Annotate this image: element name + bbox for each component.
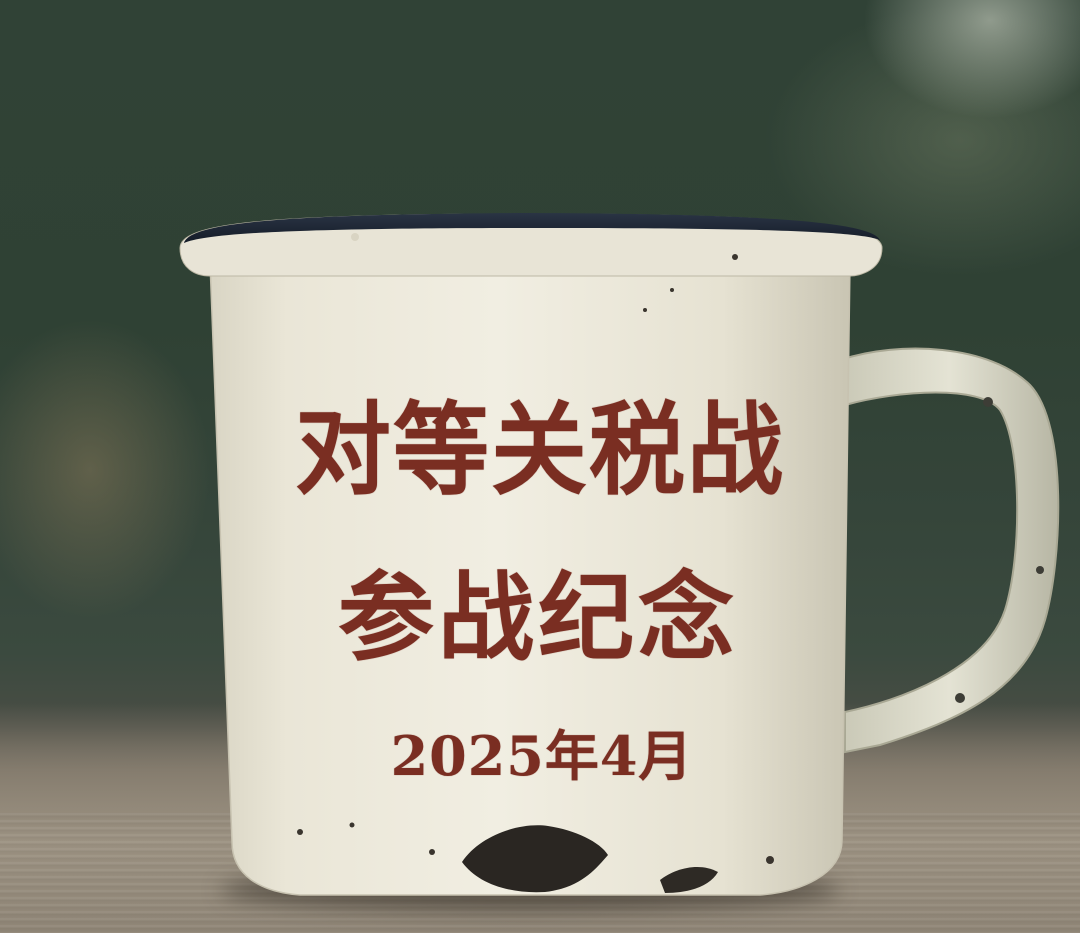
mug-inscription-date: 2025年4月	[390, 724, 694, 788]
mug-inscription-title: 对等关税战	[295, 390, 785, 510]
mug-inscription-subtitle: 参战纪念	[338, 561, 738, 674]
mug-handle	[838, 347, 1060, 754]
mug-body	[179, 213, 883, 896]
